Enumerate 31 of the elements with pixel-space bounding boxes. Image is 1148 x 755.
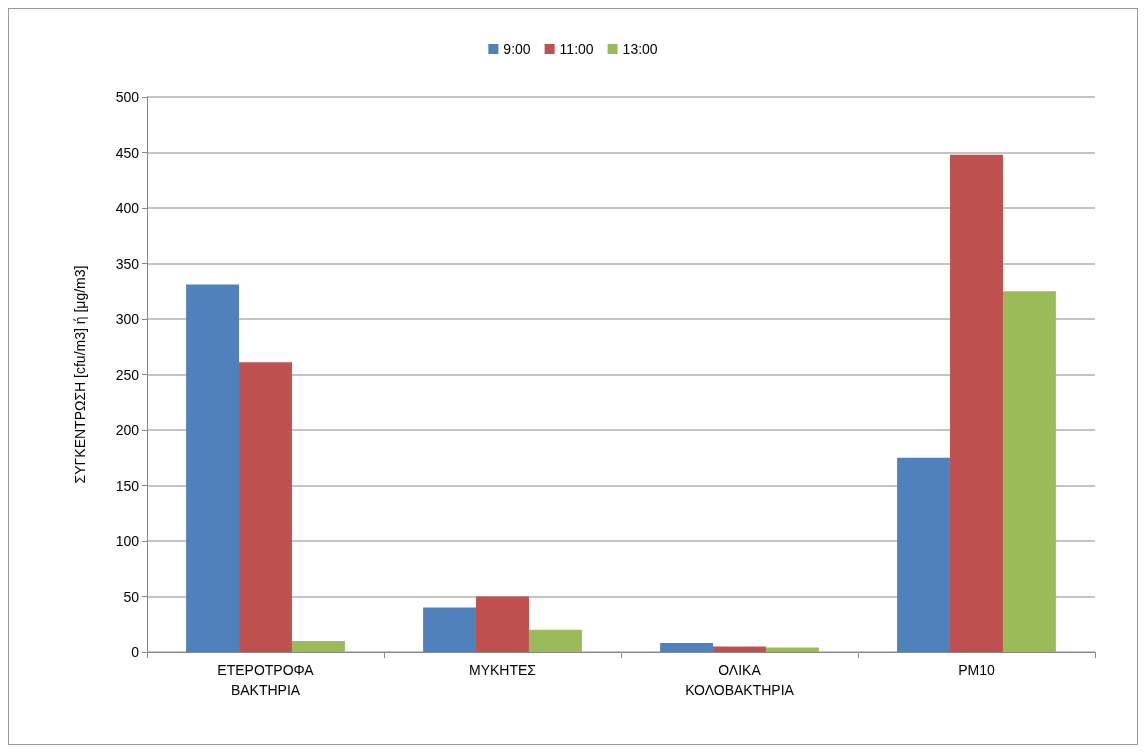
bar <box>186 284 240 652</box>
bar <box>423 607 477 652</box>
x-tick-label: ΟΛΙΚΑ ΚΟΛΟΒΑΚΤΗΡΙΑ <box>685 662 795 698</box>
x-tick-label: ΜΥΚΗΤΕΣ <box>469 662 537 678</box>
bar <box>528 629 582 652</box>
y-tick-label: 400 <box>115 200 140 216</box>
bar <box>476 596 529 652</box>
y-tick-label: 350 <box>115 255 140 272</box>
y-tick-label: 450 <box>115 144 140 161</box>
bar <box>1002 291 1056 652</box>
y-tick-label: 200 <box>115 422 140 438</box>
bar <box>765 647 819 652</box>
bar <box>291 640 345 652</box>
y-tick-label: 500 <box>115 89 140 105</box>
x-tick-label: ΕΤΕΡΟΤΡΟΦΑ ΒΑΚΤΗΡΙΑ <box>217 662 315 698</box>
bar <box>239 362 292 652</box>
legend-label: 13:00 <box>622 41 658 57</box>
bar <box>713 646 766 652</box>
y-tick-label: 150 <box>115 477 140 494</box>
y-tick-label: 100 <box>115 533 140 549</box>
bar <box>660 643 714 652</box>
y-tick-label: 0 <box>131 644 140 660</box>
bar <box>950 154 1003 652</box>
x-tick-label: PM10 <box>958 662 995 678</box>
y-tick-label: 250 <box>115 366 140 383</box>
y-tick-label: 50 <box>123 588 140 605</box>
y-tick-label: 300 <box>115 311 140 327</box>
legend-label: 9:00 <box>503 41 531 57</box>
legend-label: 11:00 <box>559 41 594 57</box>
bar <box>897 457 951 652</box>
y-axis-title: ΣΥΓΚΕΝΤΡΩΣΗ [cfu/m3] ή [μg/m3] <box>72 265 88 484</box>
